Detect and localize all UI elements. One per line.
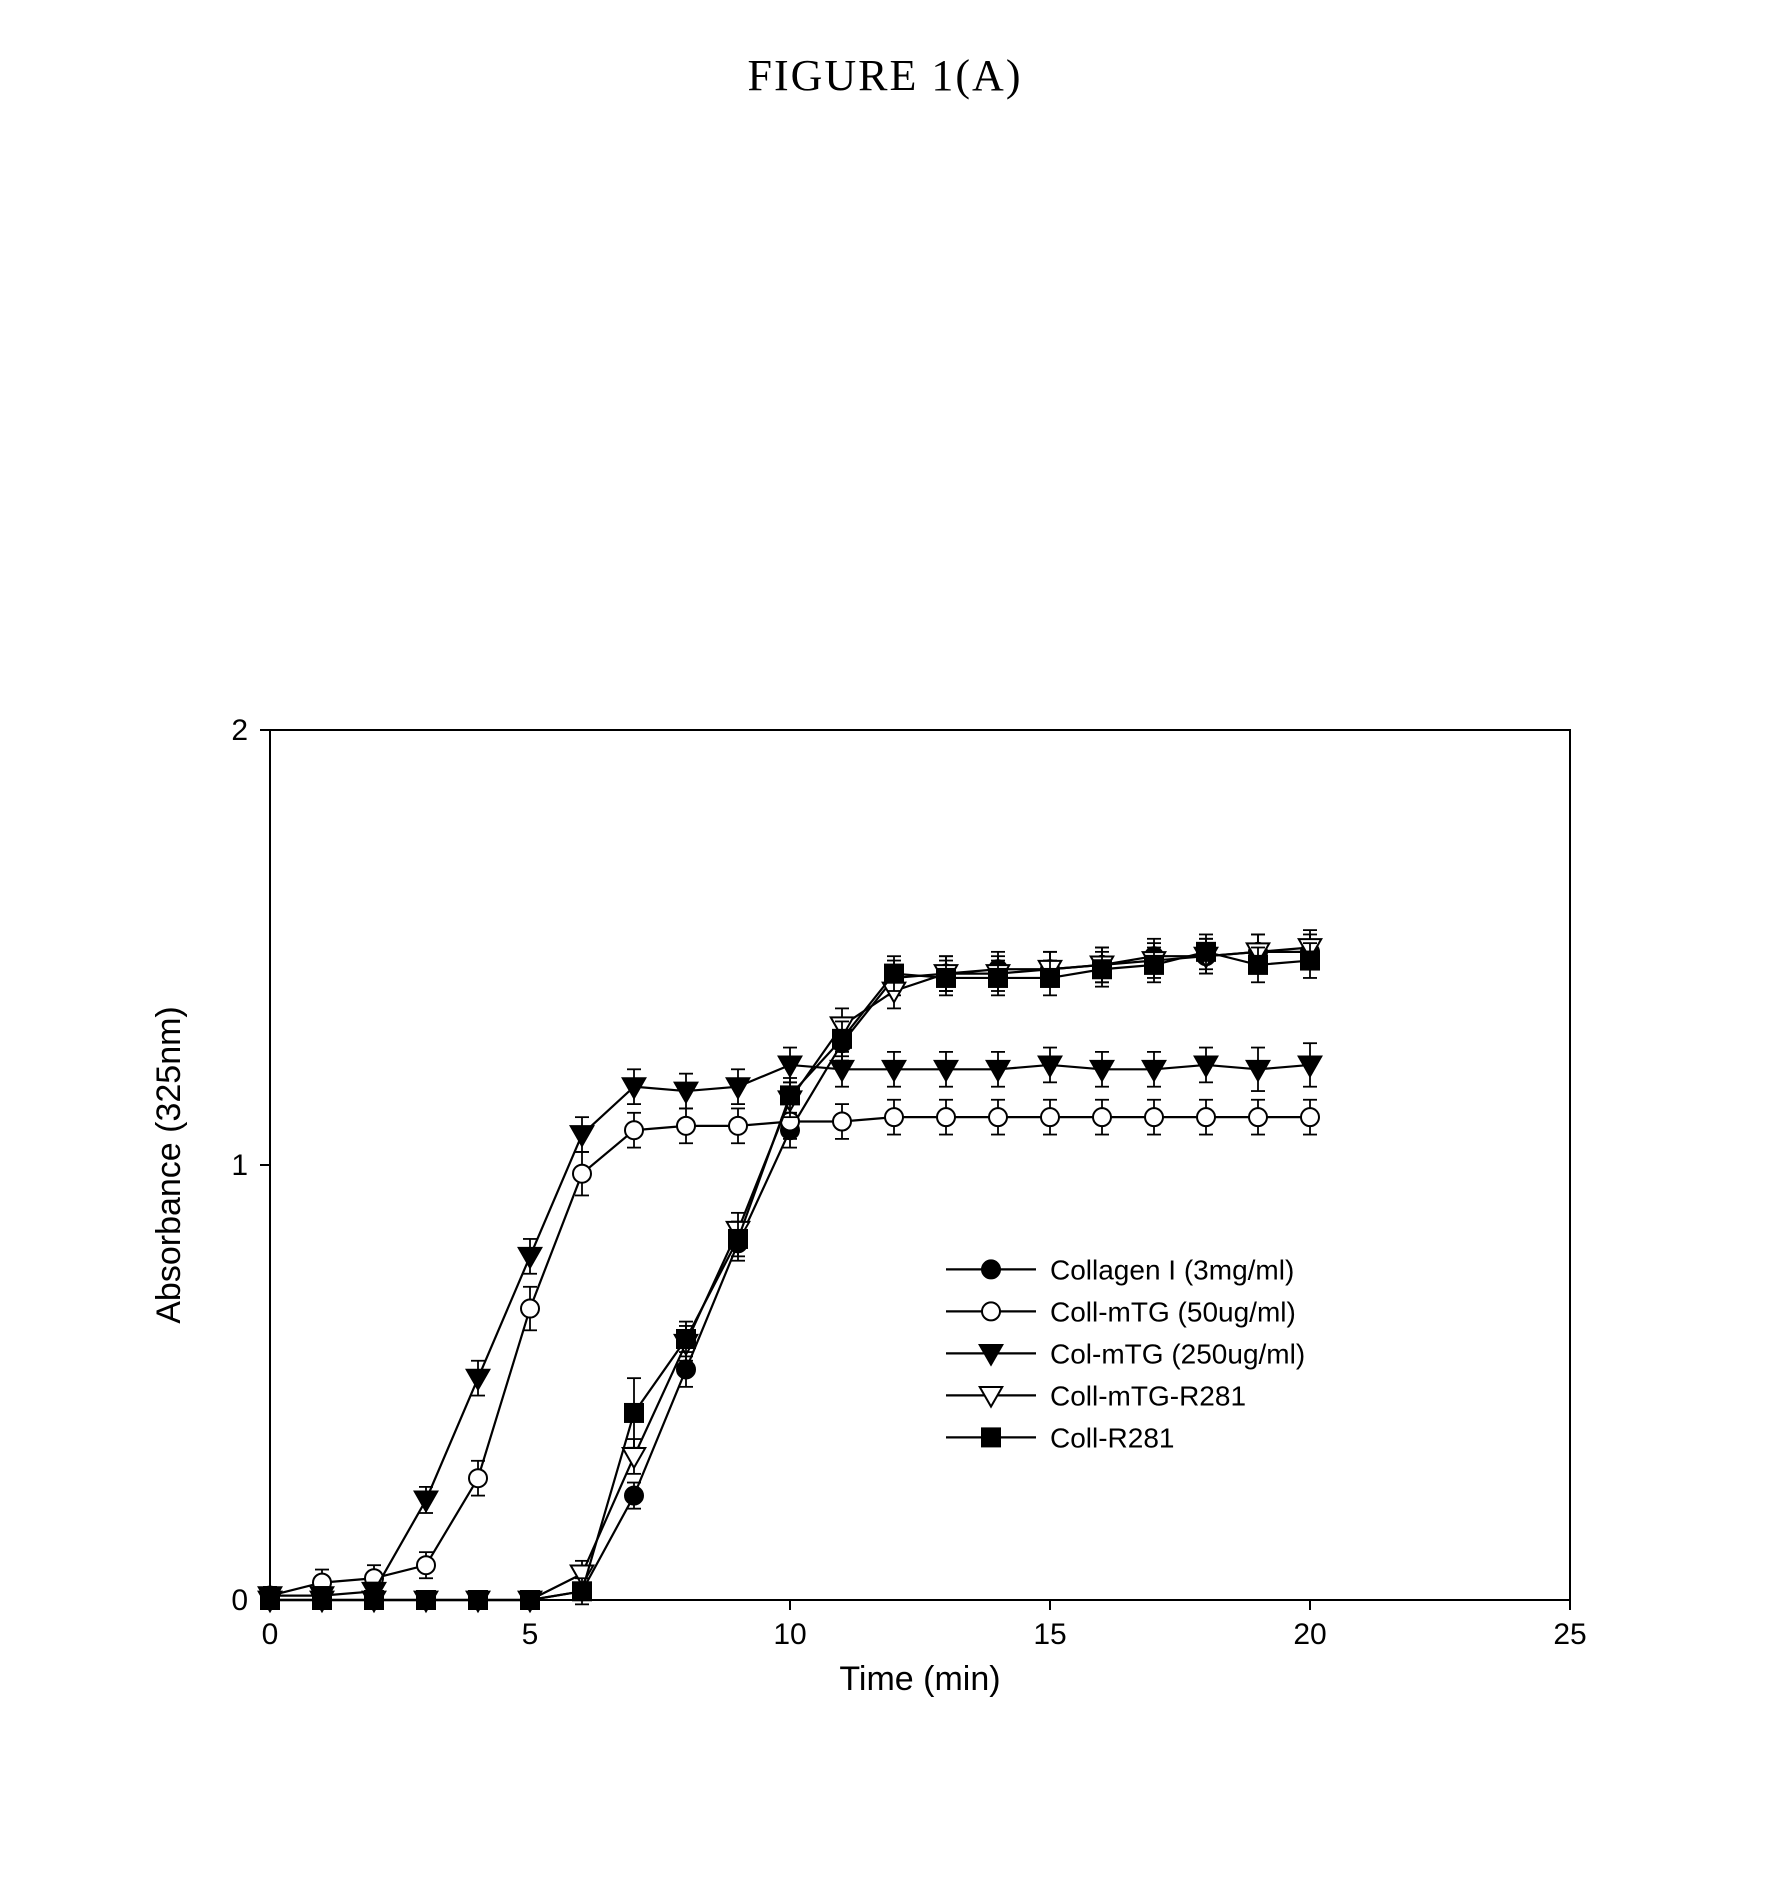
marker <box>417 1556 435 1574</box>
marker <box>729 1117 747 1135</box>
marker <box>937 969 955 987</box>
x-axis-label: Time (min) <box>839 1660 1000 1698</box>
marker <box>521 1300 539 1318</box>
marker <box>571 1126 594 1146</box>
y-tick-label: 2 <box>231 714 248 747</box>
marker <box>1145 956 1163 974</box>
legend-marker <box>982 1428 1000 1446</box>
marker <box>519 1248 542 1268</box>
y-axis-label: Absorbance (325nm) <box>150 1006 188 1324</box>
marker <box>1041 969 1059 987</box>
marker <box>573 1582 591 1600</box>
marker <box>1247 1061 1270 1081</box>
marker <box>313 1591 331 1609</box>
marker <box>1093 960 1111 978</box>
marker <box>417 1591 435 1609</box>
marker <box>833 1113 851 1131</box>
marker <box>677 1117 695 1135</box>
marker <box>625 1121 643 1139</box>
x-tick-label: 10 <box>773 1618 806 1651</box>
marker <box>781 1086 799 1104</box>
marker <box>935 1061 958 1081</box>
marker <box>675 1083 698 1103</box>
legend-label: Col-mTG (250ug/ml) <box>1050 1338 1305 1369</box>
marker <box>729 1230 747 1248</box>
y-tick-label: 0 <box>231 1584 248 1617</box>
x-tick-label: 25 <box>1553 1618 1586 1651</box>
marker <box>365 1591 383 1609</box>
chart-container: 0 5 10 15 20 25 0 1 2 Time (min) Absorbance (325nm… <box>130 700 1630 1750</box>
marker <box>1197 1108 1215 1126</box>
marker <box>1091 1061 1114 1081</box>
marker <box>415 1492 438 1512</box>
marker <box>937 1108 955 1126</box>
legend-label: Coll-R281 <box>1050 1422 1175 1453</box>
x-tick-label: 20 <box>1293 1618 1326 1651</box>
marker <box>989 1108 1007 1126</box>
marker <box>1301 1108 1319 1126</box>
legend-marker <box>982 1260 1000 1278</box>
legend-marker <box>982 1302 1000 1320</box>
chart-svg: 0 5 10 15 20 25 0 1 2 Time (min) Absorbance (325nm… <box>130 700 1630 1750</box>
marker <box>885 1108 903 1126</box>
legend-label: Collagen I (3mg/ml) <box>1050 1254 1294 1285</box>
legend: Collagen I (3mg/ml) Coll-mTG (50ug/ml) Col… <box>946 1254 1305 1453</box>
marker <box>1093 1108 1111 1126</box>
marker <box>623 1448 646 1468</box>
marker <box>1301 952 1319 970</box>
marker <box>989 969 1007 987</box>
x-tick-label: 0 <box>262 1618 279 1651</box>
marker <box>1249 956 1267 974</box>
marker <box>1041 1108 1059 1126</box>
page-root: FIGURE 1(A) 0 5 10 15 20 25 0 1 2 Time (min) Absor… <box>0 0 1770 1885</box>
marker <box>625 1487 643 1505</box>
marker <box>677 1360 695 1378</box>
marker <box>885 965 903 983</box>
marker <box>1145 1108 1163 1126</box>
x-tick-label: 15 <box>1033 1618 1066 1651</box>
legend-marker <box>980 1345 1003 1365</box>
marker <box>469 1591 487 1609</box>
legend-marker <box>980 1387 1003 1407</box>
marker <box>1197 943 1215 961</box>
y-tick-label: 1 <box>231 1149 248 1182</box>
marker <box>987 1061 1010 1081</box>
marker <box>831 1061 854 1081</box>
marker <box>625 1404 643 1422</box>
figure-title: FIGURE 1(A) <box>0 50 1770 101</box>
plot-border <box>270 730 1570 1600</box>
marker <box>521 1591 539 1609</box>
marker <box>677 1330 695 1348</box>
marker <box>883 1061 906 1081</box>
legend-label: Coll-mTG (50ug/ml) <box>1050 1296 1296 1327</box>
marker <box>1249 1108 1267 1126</box>
marker <box>261 1591 279 1609</box>
marker <box>1143 1061 1166 1081</box>
x-tick-label: 5 <box>522 1618 539 1651</box>
marker <box>833 1030 851 1048</box>
marker <box>573 1165 591 1183</box>
marker <box>469 1469 487 1487</box>
legend-label: Coll-mTG-R281 <box>1050 1380 1246 1411</box>
marker <box>467 1370 490 1390</box>
